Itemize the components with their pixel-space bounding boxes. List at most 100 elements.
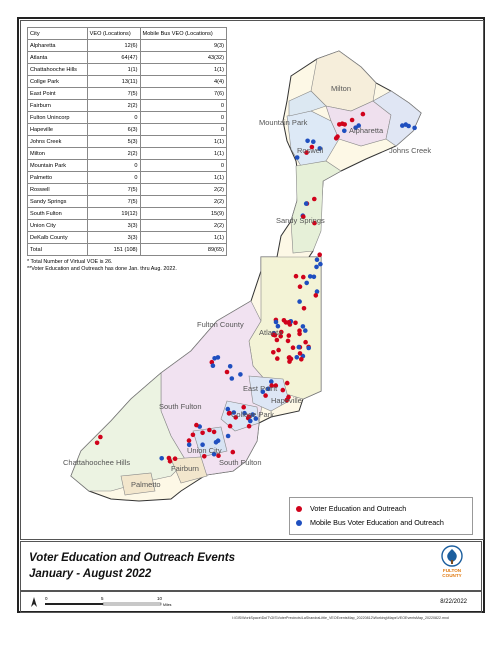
bus-event-point bbox=[400, 123, 405, 128]
veo-event-point bbox=[297, 351, 303, 356]
veo-event-point bbox=[194, 422, 199, 428]
bus-event-point bbox=[210, 363, 216, 369]
bus-event-point bbox=[200, 442, 205, 448]
veo-event-point bbox=[280, 387, 286, 393]
bus-event-point bbox=[412, 125, 417, 131]
cell-city: Roswell bbox=[27, 183, 88, 196]
table-row: Collge Park 13(11) 4(4) bbox=[27, 75, 228, 88]
fulton-county-logo: FULTON COUNTY bbox=[438, 545, 466, 579]
table-row: Union City 3(3) 2(2) bbox=[27, 219, 228, 232]
veo-event-point bbox=[167, 459, 173, 464]
cell-city: Milton bbox=[27, 147, 88, 160]
bus-event-point bbox=[231, 410, 237, 415]
cell-city: Palmetto bbox=[27, 171, 88, 184]
veo-event-point bbox=[216, 453, 221, 459]
label-sandy-springs: Sandy Springs bbox=[276, 216, 325, 225]
veo-event-point bbox=[272, 332, 278, 338]
map-legend: Voter Education and Outreach Mobile Bus … bbox=[289, 497, 473, 535]
bus-event-point bbox=[306, 345, 312, 351]
mountain-park-region bbox=[288, 90, 327, 117]
cell-city: DeKalb County bbox=[27, 231, 88, 244]
veo-event-point bbox=[284, 380, 290, 386]
bus-event-point bbox=[215, 438, 221, 444]
cell-veo: 0 bbox=[86, 171, 141, 184]
label-south-fulton-2: South Fulton bbox=[219, 458, 262, 467]
veo-event-point bbox=[304, 150, 309, 155]
cell-city: Chattahooche Hills bbox=[27, 63, 88, 76]
legend-veo: Voter Education and Outreach bbox=[296, 504, 406, 513]
cell-city: South Fulton bbox=[27, 207, 88, 220]
table-row: DeKalb County 3(3) 1(1) bbox=[27, 231, 228, 244]
county-seal-icon: FULTON COUNTY bbox=[441, 545, 463, 578]
cell-veo: 0 bbox=[86, 159, 141, 172]
bus-event-point bbox=[314, 264, 319, 270]
veo-event-point bbox=[94, 440, 100, 446]
veo-event-point bbox=[285, 338, 291, 344]
red-dot-icon bbox=[296, 505, 302, 512]
col-city: City bbox=[27, 27, 88, 40]
veo-event-point bbox=[301, 214, 306, 219]
bus-event-point bbox=[307, 274, 313, 279]
table-row: Roswell 7(5) 2(2) bbox=[27, 183, 228, 196]
cell-city: Total bbox=[27, 243, 88, 256]
johns-creek-region bbox=[372, 90, 422, 147]
cell-bus: 1(1) bbox=[139, 63, 228, 76]
veo-event-point bbox=[273, 383, 279, 388]
veo-event-point bbox=[246, 414, 252, 420]
blue-dot-icon bbox=[296, 519, 302, 526]
bus-event-point bbox=[186, 442, 192, 448]
bus-event-point bbox=[314, 257, 320, 262]
logo-text-fulton: FULTON bbox=[443, 568, 462, 573]
label-college-park: College Park bbox=[231, 410, 274, 419]
bus-event-point bbox=[227, 364, 233, 369]
fairburn-region bbox=[170, 456, 208, 484]
legend-bus-label: Mobile Bus Voter Education and Outreach bbox=[310, 518, 444, 527]
cell-city: Mountain Park bbox=[27, 159, 88, 172]
bus-event-point bbox=[311, 274, 317, 280]
label-fulton-county: Fulton County bbox=[197, 320, 244, 329]
veo-event-point bbox=[360, 111, 366, 117]
veo-event-point bbox=[186, 438, 192, 443]
cell-city: Sandy Springs bbox=[27, 195, 88, 208]
veo-event-point bbox=[271, 350, 276, 355]
cell-bus: 0 bbox=[139, 111, 228, 124]
veo-event-point bbox=[241, 404, 246, 410]
cell-bus: 1(1) bbox=[139, 231, 228, 244]
label-atlanta: Atlanta bbox=[259, 328, 283, 337]
cell-city: Atlanta bbox=[27, 51, 88, 64]
label-south-fulton: South Fulton bbox=[159, 402, 202, 411]
label-mountain-park: Mountain Park bbox=[259, 118, 308, 127]
map-subtitle: January - August 2022 bbox=[29, 568, 152, 580]
table-row: Fulton Unincorp 0 0 bbox=[27, 111, 228, 124]
label-milton: Milton bbox=[331, 84, 351, 93]
label-hapeville: Hapeville bbox=[271, 396, 302, 405]
cell-veo: 1(1) bbox=[86, 63, 141, 76]
veo-event-point bbox=[299, 357, 304, 362]
bus-event-point bbox=[273, 319, 279, 325]
cell-city: Fairburn bbox=[27, 99, 88, 112]
veo-event-point bbox=[224, 369, 230, 375]
cell-bus: 9(3) bbox=[139, 39, 228, 52]
veo-event-point bbox=[297, 284, 303, 290]
veo-event-point bbox=[293, 320, 298, 326]
palmetto-region bbox=[120, 472, 156, 496]
cell-veo: 7(5) bbox=[86, 87, 141, 100]
bus-event-point bbox=[159, 456, 164, 461]
veo-event-point bbox=[279, 329, 284, 335]
veo-event-point bbox=[246, 423, 252, 429]
bus-event-point bbox=[300, 324, 306, 329]
veo-event-point bbox=[287, 359, 292, 364]
cell-bus: 2(2) bbox=[139, 183, 228, 196]
table-row: Atlanta 64(47) 43(32) bbox=[27, 51, 228, 64]
cell-bus: 89(65) bbox=[139, 243, 228, 256]
note-virtual: * Total Number of Virtual VOE is 26. bbox=[27, 259, 113, 265]
north-arrow-icon bbox=[31, 597, 37, 607]
bus-event-point bbox=[211, 451, 217, 457]
scale-tick-10: 10 bbox=[157, 596, 163, 601]
bus-event-point bbox=[304, 280, 310, 286]
veo-event-point bbox=[211, 429, 217, 435]
bus-event-point bbox=[275, 323, 281, 329]
cell-bus: 7(6) bbox=[139, 87, 228, 100]
scale-tick-5: 5 bbox=[101, 596, 104, 601]
bus-event-point bbox=[342, 128, 347, 134]
